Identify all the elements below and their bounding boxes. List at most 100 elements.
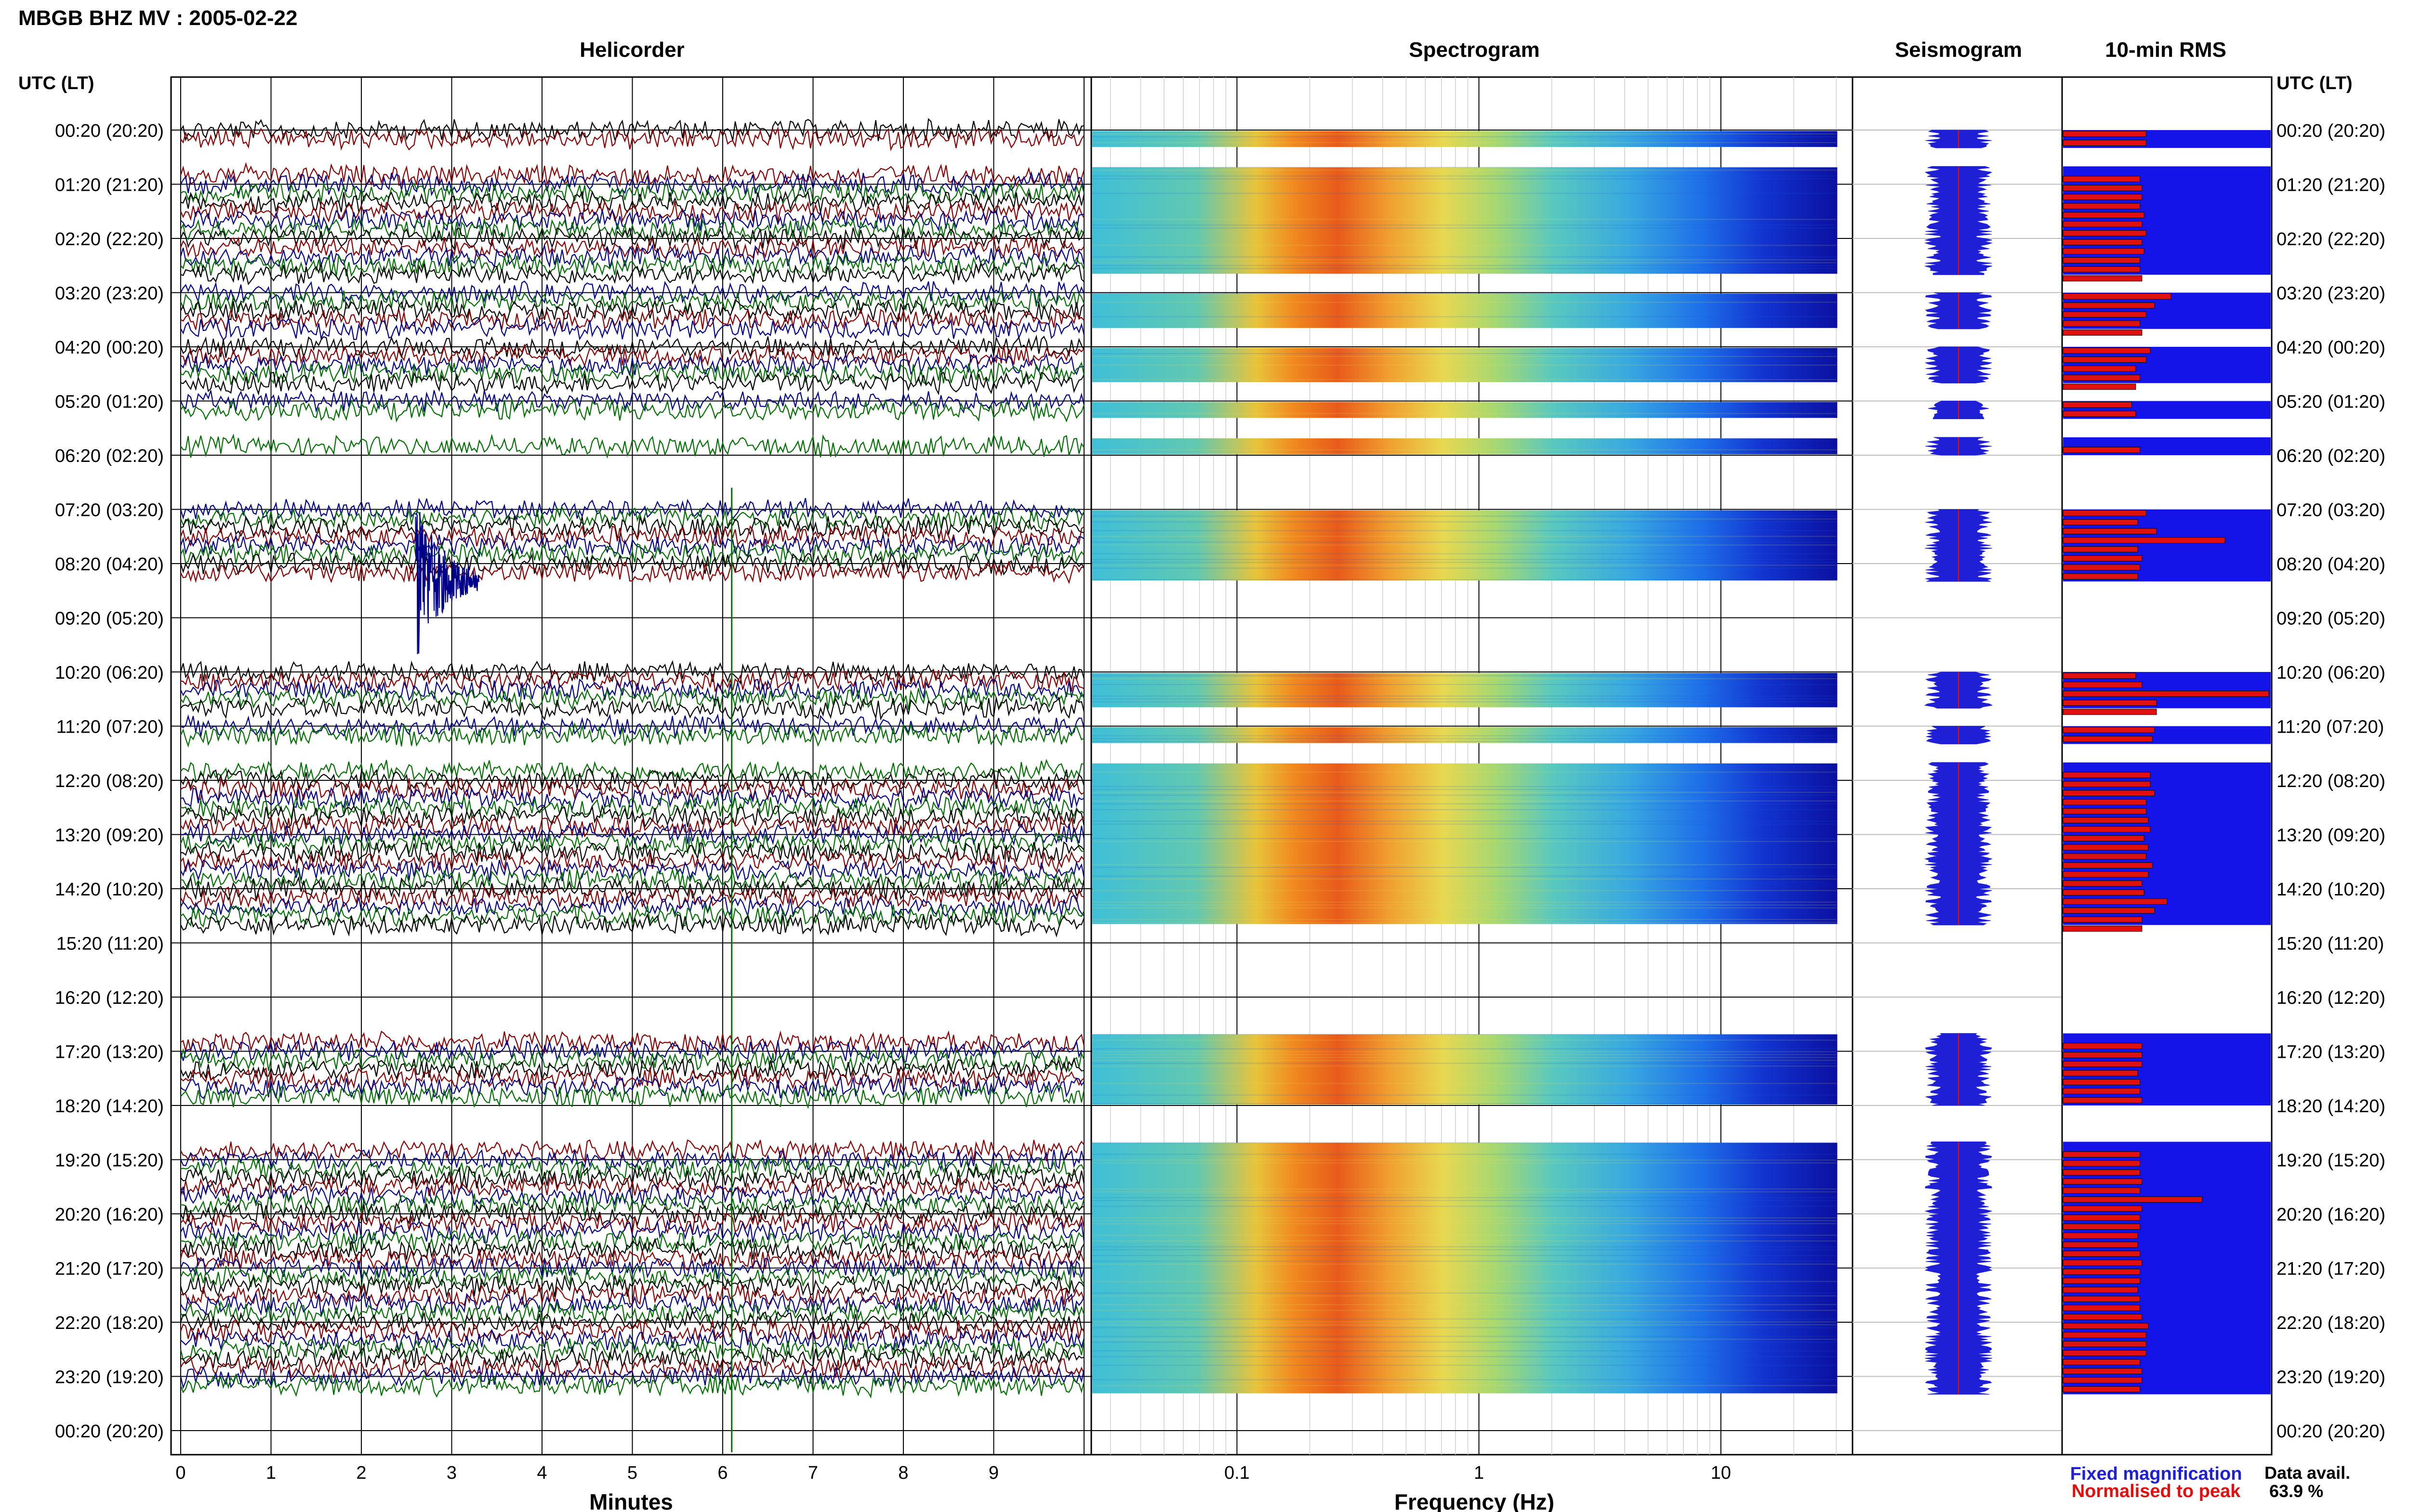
row-label-left: 13:20 (09:20) <box>55 826 164 846</box>
row-label-right: 22:20 (18:20) <box>2277 1313 2385 1333</box>
row-label-right: 23:20 (19:20) <box>2277 1367 2385 1388</box>
helicorder-event <box>415 512 479 655</box>
rms-bar <box>2063 844 2149 851</box>
frequency-ticks: 0.1 1 10 <box>1224 1463 1731 1483</box>
helicorder-trace <box>180 1310 1085 1334</box>
minute-tick-label: 3 <box>447 1463 457 1483</box>
row-label-right: 05:20 (01:20) <box>2277 392 2385 412</box>
rms-bar <box>2063 862 2153 868</box>
rms-bar <box>2063 176 2140 182</box>
helicorder-trace <box>180 262 1085 286</box>
rms-bar <box>2063 266 2140 273</box>
helicorder-trace <box>180 1074 1085 1099</box>
rms-bar <box>2063 1287 2138 1293</box>
spectrogram-block <box>1092 293 1838 328</box>
row-label-right: 07:20 (03:20) <box>2277 500 2385 521</box>
helicorder-trace <box>180 1057 1085 1080</box>
rms-bar <box>2063 699 2157 706</box>
rms-bar <box>2063 682 2143 688</box>
helicorder-trace <box>180 126 1085 152</box>
helicorder-trace <box>180 171 1085 197</box>
helicorder-grid <box>171 77 1091 1455</box>
row-label-left: 21:20 (17:20) <box>55 1259 164 1279</box>
row-label-left: 03:20 (23:20) <box>55 284 164 304</box>
spectrogram-block <box>1092 348 1838 382</box>
helicorder-trace <box>180 560 1085 584</box>
rms-bar <box>2063 546 2138 552</box>
row-label-left: 17:20 (13:20) <box>55 1042 164 1063</box>
helicorder-trace <box>180 280 1085 306</box>
legend-fixed-magnification: Fixed magnification <box>2070 1464 2242 1484</box>
helicorder-trace <box>180 768 1085 792</box>
helicorder-trace <box>180 433 1085 459</box>
rms-bar <box>2063 293 2171 300</box>
row-label-right: 19:20 (15:20) <box>2277 1151 2385 1171</box>
rms-bar <box>2063 1043 2143 1049</box>
row-label-right: 21:20 (17:20) <box>2277 1259 2385 1279</box>
rms-bar <box>2063 1088 2140 1094</box>
rms-bar <box>2063 402 2132 408</box>
rms-bar <box>2063 925 2143 932</box>
row-label-right: 12:20 (08:20) <box>2277 771 2385 791</box>
helicorder-trace <box>180 1365 1085 1389</box>
helicorder-trace <box>180 542 1085 567</box>
rms-bars <box>2063 130 2271 1394</box>
helicorder-trace <box>180 713 1085 739</box>
rms-bar <box>2063 835 2144 841</box>
rms-bar <box>2063 781 2151 788</box>
helicorder-trace <box>180 307 1085 333</box>
helicorder-trace <box>180 759 1085 782</box>
rms-bar <box>2063 1205 2143 1212</box>
row-labels-right: 00:20 (20:20) 01:20 (21:20) 02:20 (22:20) 0… <box>2277 121 2385 1442</box>
row-label-left: 08:20 (04:20) <box>55 554 164 575</box>
rms-bar <box>2063 356 2146 363</box>
rms-bar <box>2063 1169 2140 1176</box>
rms-bar <box>2063 1269 2140 1275</box>
row-label-left: 23:20 (19:20) <box>55 1367 164 1388</box>
rms-bar <box>2063 230 2146 237</box>
row-label-right: 11:20 (07:20) <box>2277 717 2384 737</box>
helicorder-panel: 0 1 2 3 4 5 6 7 8 9 Minutes <box>170 76 1092 1512</box>
rms-bar <box>2063 871 2149 878</box>
rms-bar <box>2063 672 2136 679</box>
rms-bar <box>2063 1341 2146 1347</box>
row-label-left: 20:20 (16:20) <box>55 1205 164 1225</box>
spectrogram-block <box>1092 673 1838 708</box>
row-label-right: 01:20 (21:20) <box>2277 175 2385 196</box>
helicorder-trace <box>180 390 1085 414</box>
rms-bar <box>2063 1250 2140 1257</box>
row-label-left: 14:20 (10:20) <box>55 880 164 900</box>
row-label-right: 17:20 (13:20) <box>2277 1042 2385 1063</box>
rms-bar <box>2063 564 2140 571</box>
helicorder-trace <box>180 299 1085 324</box>
rms-bar <box>2063 1187 2140 1194</box>
helicorder-trace <box>180 894 1085 918</box>
rms-bar <box>2063 880 2143 887</box>
rms-bar <box>2063 1386 2140 1393</box>
helicorder-trace <box>180 343 1085 368</box>
row-label-right: 04:20 (00:20) <box>2277 338 2385 358</box>
minute-tick-label: 7 <box>808 1463 818 1483</box>
row-label-right: 08:20 (04:20) <box>2277 554 2385 575</box>
rms-panel <box>2061 76 2273 1456</box>
helicorder-trace <box>180 904 1085 929</box>
helicorder-title: Helicorder <box>580 38 685 62</box>
rms-bar <box>2063 329 2143 336</box>
helicorder-trace <box>180 1183 1085 1208</box>
helicorder-trace <box>180 1219 1085 1244</box>
helicorder-trace <box>180 1048 1085 1073</box>
helicorder-trace <box>180 182 1085 205</box>
rms-bar <box>2063 1233 2138 1239</box>
rms-bar <box>2063 727 2155 733</box>
helicorder-trace <box>180 1346 1085 1371</box>
minute-tick-label: 4 <box>537 1463 547 1483</box>
rms-bar <box>2063 1052 2143 1058</box>
spectrogram-block <box>1092 1034 1838 1104</box>
rms-bar <box>2063 239 2143 246</box>
row-label-right: 20:20 (16:20) <box>2277 1205 2385 1225</box>
spectrogram-block <box>1092 402 1838 418</box>
helicorder-trace <box>180 533 1085 558</box>
minute-tick-label: 0 <box>175 1463 185 1483</box>
plot-title: MBGB BHZ MV : 2005-02-22 <box>18 6 297 30</box>
helicorder-trace <box>180 795 1085 820</box>
